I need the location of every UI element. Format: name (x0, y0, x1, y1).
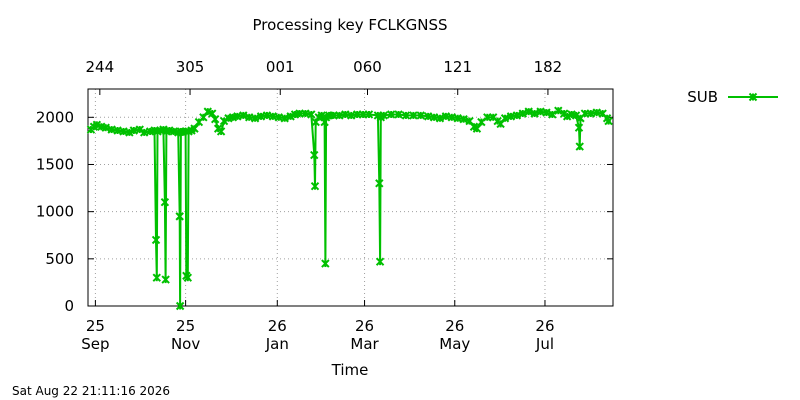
data-point-marker (562, 112, 572, 121)
data-point-marker (307, 110, 316, 119)
data-point-marker (604, 116, 613, 126)
x-tick-label-day: 26 (445, 317, 464, 335)
x-top-tick-label: 182 (534, 58, 563, 76)
data-point-marker (574, 123, 584, 132)
data-point-marker (401, 111, 411, 120)
data-point-marker (459, 114, 468, 124)
data-point-marker (518, 109, 527, 118)
plot-frame (87, 88, 614, 307)
data-point-marker (472, 124, 482, 133)
data-point-marker (219, 116, 229, 126)
x-top-tick-label: 060 (353, 58, 382, 76)
data-point-marker (524, 107, 533, 116)
x-axis-top: 244 305 001 060 121 182 (86, 58, 563, 95)
y-tick-label: 500 (45, 250, 74, 268)
data-point-marker (512, 111, 522, 120)
data-point-marker (364, 110, 374, 119)
legend-label: SUB (687, 88, 718, 106)
data-point-marker (190, 124, 199, 133)
legend-marker (748, 92, 758, 102)
x-tick-label-month: Jul (535, 335, 554, 353)
x-top-tick-label: 001 (266, 58, 295, 76)
data-point-marker (203, 107, 212, 116)
data-point-marker (571, 111, 581, 120)
data-point-marker (210, 114, 220, 124)
data-point-marker (554, 106, 563, 115)
data-point-marker (317, 111, 326, 120)
data-point-marker (416, 111, 425, 120)
data-point-marker (530, 109, 539, 118)
data-point-marker (375, 257, 385, 266)
x-tick-label-day: 26 (535, 317, 554, 335)
data-point-marker (250, 114, 260, 123)
chart-title: Processing key FCLKGNSS (252, 16, 447, 34)
legend: SUB (687, 88, 778, 106)
data-point-marker (375, 179, 384, 188)
data-point-marker (500, 114, 510, 123)
data-point-marker (160, 198, 170, 207)
data-point-marker (310, 150, 319, 160)
data-point-marker (548, 110, 557, 119)
data-point-marker (386, 110, 396, 119)
y-tick-label: 2000 (36, 108, 74, 126)
data-point-marker (239, 111, 248, 120)
y-tick-label: 1000 (36, 203, 74, 221)
x-axis-label: Time (331, 361, 369, 379)
data-point-marker (125, 128, 134, 137)
x-tick-label-month: Mar (350, 335, 379, 353)
x-tick-label-month: May (439, 335, 470, 353)
data-point-marker (175, 301, 185, 311)
footer-timestamp: Sat Aug 22 21:11:16 2026 (12, 384, 170, 398)
x-tick-label-month: Sep (81, 335, 109, 353)
x-tick-label-day: 26 (268, 317, 287, 335)
data-point-marker (321, 259, 330, 268)
data-point-marker (92, 120, 102, 130)
series-sub (86, 106, 613, 311)
data-point-marker (310, 181, 320, 191)
x-top-tick-label: 305 (176, 58, 205, 76)
y-axis: 0 500 1000 1500 2000 (36, 108, 613, 315)
data-point-marker (394, 110, 403, 119)
data-point-marker (286, 112, 295, 121)
y-tick-label: 0 (64, 297, 74, 315)
x-top-tick-label: 244 (86, 58, 115, 76)
data-point-marker (101, 123, 110, 132)
data-point-marker (379, 111, 388, 120)
y-tick-label: 1500 (36, 155, 74, 173)
data-point-marker (409, 111, 418, 120)
data-point-marker (152, 273, 161, 282)
data-point-marker (280, 114, 289, 123)
data-point-marker (575, 142, 584, 151)
data-point-marker (183, 273, 193, 282)
data-point-marker (542, 108, 551, 117)
data-point-marker (435, 114, 445, 123)
data-point-marker (175, 212, 184, 221)
data-point-marker (135, 125, 144, 134)
x-tick-label-day: 25 (176, 317, 195, 335)
x-top-tick-label: 121 (443, 58, 472, 76)
data-point-marker (151, 235, 161, 245)
x-tick-label-month: Jan (265, 335, 289, 353)
x-tick-label-month: Nov (171, 335, 200, 353)
x-tick-label-day: 26 (355, 317, 374, 335)
data-point-marker (216, 127, 226, 136)
data-point-marker (161, 275, 170, 284)
grid (88, 89, 613, 306)
x-tick-label-day: 25 (86, 317, 105, 335)
